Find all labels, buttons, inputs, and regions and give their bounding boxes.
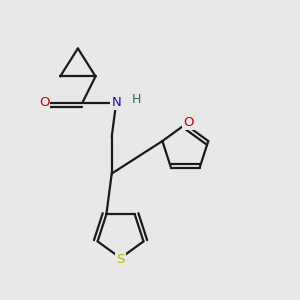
Text: N: N bbox=[111, 96, 121, 110]
Text: O: O bbox=[183, 116, 194, 129]
Text: H: H bbox=[131, 93, 141, 106]
Text: S: S bbox=[116, 253, 125, 266]
Text: O: O bbox=[39, 96, 49, 110]
